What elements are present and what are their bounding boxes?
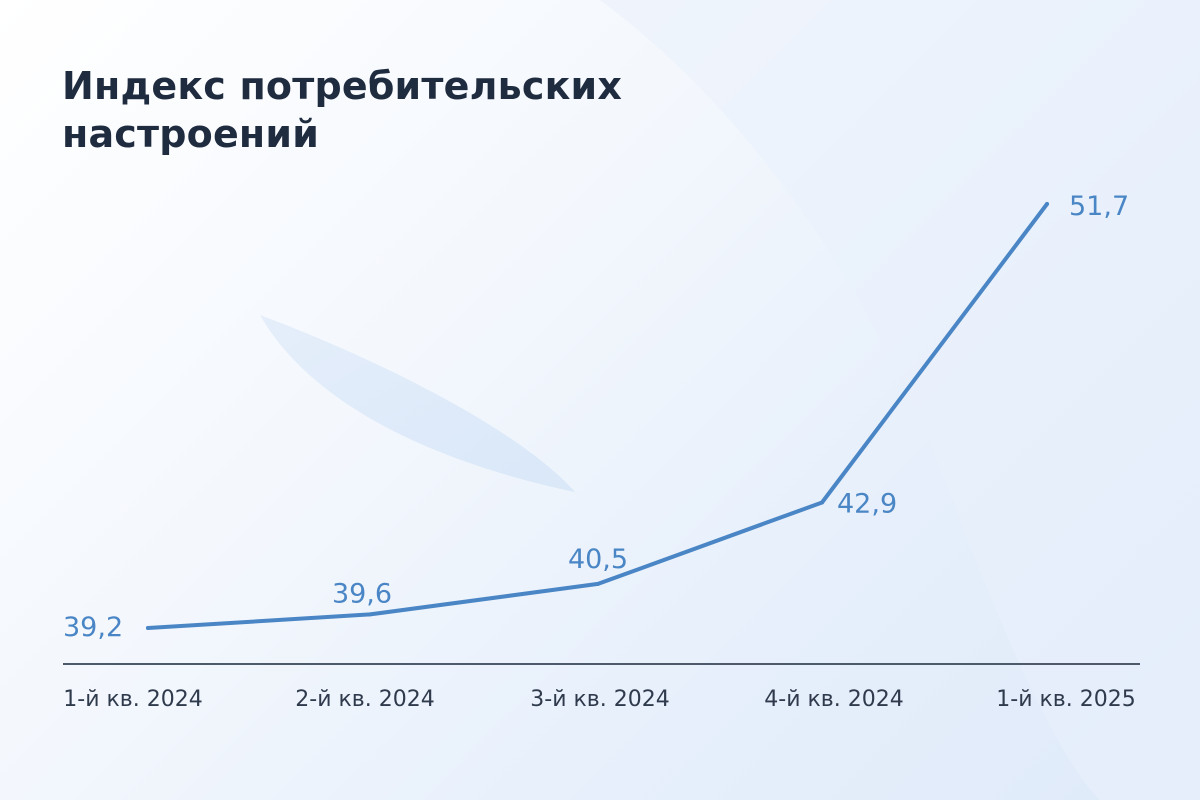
chart-title: Индекс потребительских настроений (62, 64, 623, 156)
value-label: 39,2 (63, 612, 123, 643)
x-tick-label: 3-й кв. 2024 (530, 687, 669, 712)
data-point (596, 581, 600, 586)
value-labels: 39,2 39,6 40,5 42,9 51,7 (63, 191, 1129, 643)
x-tick-label: 4-й кв. 2024 (764, 687, 903, 712)
data-point (146, 626, 150, 630)
value-label: 40,5 (568, 544, 628, 575)
value-label: 39,6 (332, 578, 392, 609)
x-tick-label: 1-й кв. 2025 (996, 687, 1135, 712)
x-tick-labels: 1-й кв. 2024 2-й кв. 2024 3-й кв. 2024 4-й … (63, 687, 1135, 712)
data-point (1045, 202, 1049, 206)
data-point (368, 612, 372, 617)
x-tick-label: 2-й кв. 2024 (295, 687, 434, 712)
value-label: 42,9 (837, 488, 897, 519)
x-tick-label: 1-й кв. 2024 (63, 687, 202, 712)
data-point (820, 500, 824, 505)
value-label: 51,7 (1069, 191, 1129, 222)
